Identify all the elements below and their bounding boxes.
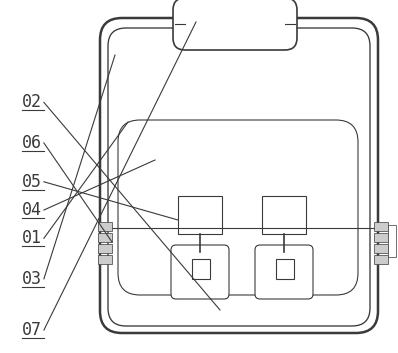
FancyBboxPatch shape <box>100 18 378 333</box>
Bar <box>192 259 210 279</box>
Text: 01: 01 <box>22 229 42 247</box>
FancyBboxPatch shape <box>173 0 297 50</box>
Bar <box>178 196 222 234</box>
Bar <box>374 233 388 242</box>
Text: 06: 06 <box>22 134 42 152</box>
FancyBboxPatch shape <box>108 28 370 326</box>
Bar <box>374 222 388 231</box>
Text: 03: 03 <box>22 270 42 288</box>
Bar <box>388 225 396 257</box>
FancyBboxPatch shape <box>171 245 229 299</box>
Bar <box>374 255 388 264</box>
Bar <box>262 196 306 234</box>
Bar <box>98 233 112 242</box>
Text: 04: 04 <box>22 201 42 219</box>
Bar <box>98 255 112 264</box>
Bar <box>374 244 388 253</box>
Bar <box>276 259 294 279</box>
Bar <box>98 244 112 253</box>
FancyBboxPatch shape <box>255 245 313 299</box>
Text: 07: 07 <box>22 321 42 339</box>
FancyBboxPatch shape <box>118 120 358 295</box>
Text: 02: 02 <box>22 94 42 111</box>
Bar <box>98 222 112 231</box>
Text: 05: 05 <box>22 173 42 191</box>
